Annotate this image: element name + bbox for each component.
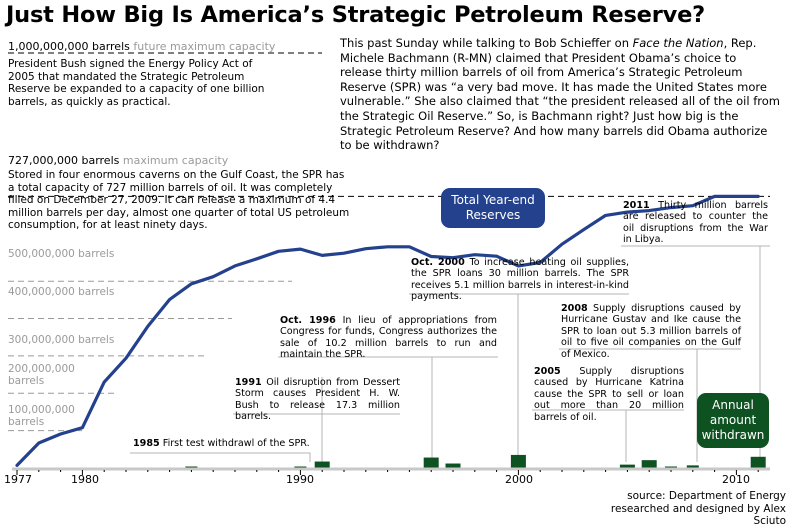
x-tick-1980: 1980 [71, 473, 99, 486]
credit-line: researched and designed by Alex Sciuto [610, 502, 786, 528]
annotation-1985-text: First test withdrawl of the SPR. [159, 438, 310, 449]
y-label-200m: 200,000,000 barrels [8, 363, 75, 387]
annotation-1996-text: In lieu of appropriations from Congress … [280, 315, 497, 361]
withdrawal-bar-2011 [750, 456, 766, 468]
total-reserves-legend-pill: Total Year-end Reserves [441, 188, 545, 228]
annotation-2011-text: Thirty million barrels are released to c… [623, 200, 768, 246]
max-capacity-value: 727,000,000 barrels [8, 154, 120, 167]
intro-paragraph: This past Sunday while talking to Bob Sc… [340, 36, 780, 153]
withdrawal-bar-2008 [686, 465, 699, 468]
annotation-1985: 1985 First test withdrawl of the SPR. [133, 438, 333, 449]
annotation-2005-year: 2005 [534, 366, 561, 377]
annotation-2000: Oct. 2000 To increase heating oil suppli… [411, 257, 629, 303]
withdrawal-bar-1990 [294, 466, 307, 468]
future-capacity-value: 1,000,000,000 barrels [8, 40, 130, 53]
y-label-400m: 400,000,000 barrels [8, 286, 115, 298]
annotation-2000-year: Oct. 2000 [411, 257, 465, 268]
annotation-2005-text: Supply disruptions caused by Hurricane K… [534, 366, 684, 423]
y-label-100m: 100,000,000 barrels [8, 404, 75, 428]
withdrawal-bar-1991 [314, 461, 330, 468]
annotation-2011: 2011 Thirty million barrels are released… [623, 200, 768, 246]
annotation-1996-year: Oct. 1996 [280, 315, 336, 326]
annual-withdrawn-legend-pill: Annual amount withdrawn [697, 393, 769, 448]
withdrawal-bars [185, 454, 766, 468]
annotation-1985-year: 1985 [133, 438, 160, 449]
withdrawal-bar-2007 [665, 466, 677, 468]
withdrawal-bar-2005 [619, 464, 635, 468]
source-line: source: Department of Energy [627, 490, 786, 502]
leader-line-1 [130, 452, 311, 462]
y-label-500m: 500,000,000 barrels [8, 248, 115, 260]
bush-energy-act-note: President Bush signed the Energy Policy … [8, 58, 265, 108]
page-title: Just How Big Is America’s Strategic Petr… [6, 2, 705, 28]
annotation-1996: Oct. 1996 In lieu of appropriations from… [280, 315, 497, 361]
withdrawal-bar-1997 [445, 463, 461, 468]
max-capacity-label: 727,000,000 barrels maximum capacity [8, 154, 228, 167]
source-credit: source: Department of Energy researched … [590, 490, 786, 528]
withdrawal-bar-1996 [423, 457, 439, 468]
caverns-note: Stored in four enormous caverns on the G… [8, 169, 350, 231]
x-tick-1990: 1990 [286, 473, 314, 486]
future-capacity-label: 1,000,000,000 barrels future maximum cap… [8, 40, 275, 53]
annotation-1991-year: 1991 [235, 377, 262, 388]
x-tick-2000: 2000 [505, 473, 533, 486]
annotation-2000-text: To increase heating oil supplies, the SP… [411, 257, 629, 303]
y-label-300m: 300,000,000 barrels [8, 334, 115, 346]
max-capacity-caption: maximum capacity [122, 154, 229, 167]
x-axis [12, 467, 770, 475]
withdrawal-bar-2006 [641, 460, 657, 468]
annotation-leader-lines [130, 245, 770, 462]
withdrawal-bar-2000 [510, 454, 526, 468]
future-capacity-caption: future maximum capacity [133, 40, 276, 53]
intro-part-1: This past Sunday while talking to Bob Sc… [340, 36, 633, 50]
x-tick-1977: 1977 [4, 473, 32, 486]
intro-show-name: Face the Nation [632, 36, 724, 50]
annotation-2008-text: Supply disruptions caused by Hurricane G… [561, 303, 741, 360]
intro-part-2: , Rep. Michele Bachmann (R-MN) claimed t… [340, 36, 780, 153]
spr-chart [8, 52, 770, 475]
annotation-2005: 2005 Supply disruptions caused by Hurric… [534, 366, 684, 423]
annotation-2011-year: 2011 [623, 200, 650, 211]
withdrawal-bar-1985 [185, 466, 198, 468]
reference-lines [8, 52, 770, 197]
reserve-series-line [15, 194, 760, 467]
annotation-1991: 1991 Oil disruption from Dessert Storm c… [235, 377, 400, 423]
annotation-1991-text: Oil disruption from Dessert Storm causes… [235, 377, 400, 423]
annotation-2008: 2008 Supply disruptions caused by Hurric… [561, 303, 741, 360]
x-tick-2010: 2010 [722, 473, 750, 486]
annotation-2008-year: 2008 [561, 303, 588, 314]
